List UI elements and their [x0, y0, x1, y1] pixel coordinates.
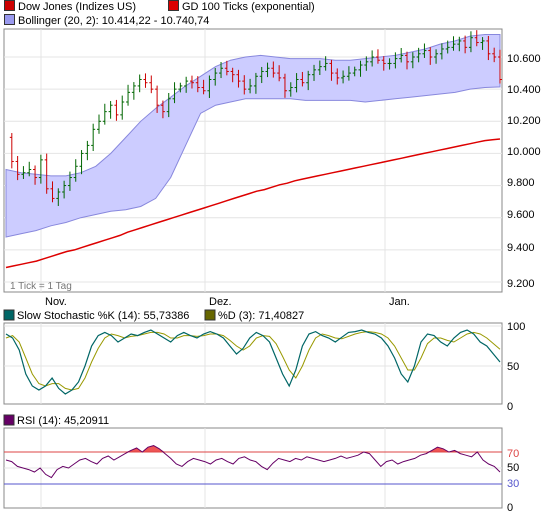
- bollinger-band: [5, 34, 501, 238]
- main-y-axis: 10.600 10.400 10.200 10.000 9.800 9.600 …: [507, 53, 541, 290]
- legend-label-rsi: RSI (14): 45,20911: [17, 415, 109, 427]
- y-tick-label: 9.800: [507, 177, 535, 189]
- x-tick-label: Nov.: [45, 296, 67, 308]
- legend-swatch-rsi: [3, 414, 15, 426]
- y-tick-label: 0: [507, 502, 513, 514]
- legend-label-d: %D (3): 71,40827: [218, 310, 304, 322]
- legend-swatch-bollinger: [4, 14, 15, 25]
- y-tick-label: 70: [507, 448, 519, 460]
- y-tick-label: 30: [507, 478, 519, 490]
- legend-label-gd100: GD 100 Ticks (exponential): [182, 1, 315, 13]
- gd100-line: [5, 138, 501, 269]
- legend-label-dow: Dow Jones (Indizes US): [18, 1, 136, 13]
- y-tick-label: 50: [507, 361, 519, 373]
- legend-swatch-d: [204, 309, 216, 321]
- legend-swatch-dow: [4, 0, 15, 11]
- x-axis: Nov. Dez. Jan.: [45, 296, 410, 308]
- legend-label-bollinger: Bollinger (20, 2): 10.414,22 - 10.740,74: [18, 15, 210, 27]
- legend-label-k: Slow Stochastic %K (14): 55,73386: [17, 310, 189, 322]
- x-tick-label: Jan.: [389, 296, 410, 308]
- y-tick-label: 9.400: [507, 242, 535, 254]
- legend-swatch-gd100: [168, 0, 179, 11]
- y-tick-label: 10.400: [507, 84, 541, 96]
- y-tick-label: 0: [507, 401, 513, 413]
- stoch-d-line: [5, 331, 501, 391]
- y-tick-label: 9.200: [507, 278, 535, 290]
- rsi-y-axis: 70 50 30 0: [507, 448, 519, 514]
- legend-swatch-k: [3, 309, 15, 321]
- candles: [9, 30, 502, 206]
- stoch-grid: [4, 323, 502, 404]
- rsi-line: [5, 445, 501, 479]
- y-tick-label: 10.200: [507, 115, 541, 127]
- legend-dow-jones: Dow Jones (Indizes US): [4, 0, 136, 14]
- tick-note: 1 Tick = 1 Tag: [10, 281, 72, 292]
- y-tick-label: 10.000: [507, 146, 541, 158]
- legend-gd100: GD 100 Ticks (exponential): [168, 0, 315, 14]
- x-tick-label: Dez.: [209, 296, 232, 308]
- rsi-grid: [4, 428, 502, 508]
- legend-bollinger: Bollinger (20, 2): 10.414,22 - 10.740,74: [4, 14, 209, 28]
- y-tick-label: 9.600: [507, 209, 535, 221]
- y-tick-label: 100: [507, 321, 525, 333]
- y-tick-label: 50: [507, 462, 519, 474]
- stoch-y-axis: 100 50 0: [507, 321, 525, 413]
- stoch-plot-frame: [3, 322, 503, 405]
- y-tick-label: 10.600: [507, 53, 541, 65]
- stoch-k-line: [5, 329, 501, 395]
